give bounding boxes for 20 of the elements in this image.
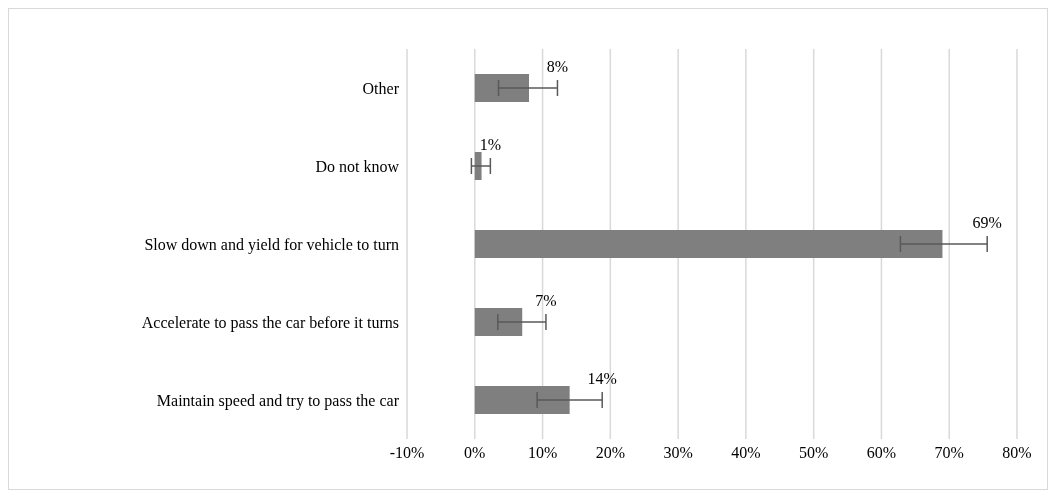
- data-label: 69%: [972, 214, 1002, 231]
- data-label: 14%: [587, 370, 617, 387]
- y-tick-label: Slow down and yield for vehicle to turn: [144, 235, 399, 254]
- x-tick-label: 50%: [799, 444, 829, 462]
- x-tick-label: 20%: [595, 444, 625, 462]
- y-tick-label: Other: [362, 79, 400, 97]
- data-label: 7%: [535, 292, 557, 309]
- y-tick-label: Accelerate to pass the car before it turns: [141, 313, 399, 332]
- x-tick-label: 80%: [1002, 444, 1032, 462]
- data-label: 1%: [479, 136, 502, 153]
- y-tick-label: Maintain speed and try to pass the car: [156, 391, 400, 410]
- x-tick-label: 60%: [866, 444, 897, 462]
- x-tick-label: 40%: [731, 444, 761, 462]
- x-tick-label: -10%: [389, 444, 425, 462]
- x-tick-label: 10%: [527, 444, 558, 462]
- x-tick-label: 0%: [464, 444, 486, 462]
- x-tick-label: 30%: [663, 444, 693, 462]
- x-tick-label: 70%: [934, 444, 964, 462]
- data-label: 8%: [546, 58, 569, 75]
- y-tick-label: Do not know: [315, 157, 400, 175]
